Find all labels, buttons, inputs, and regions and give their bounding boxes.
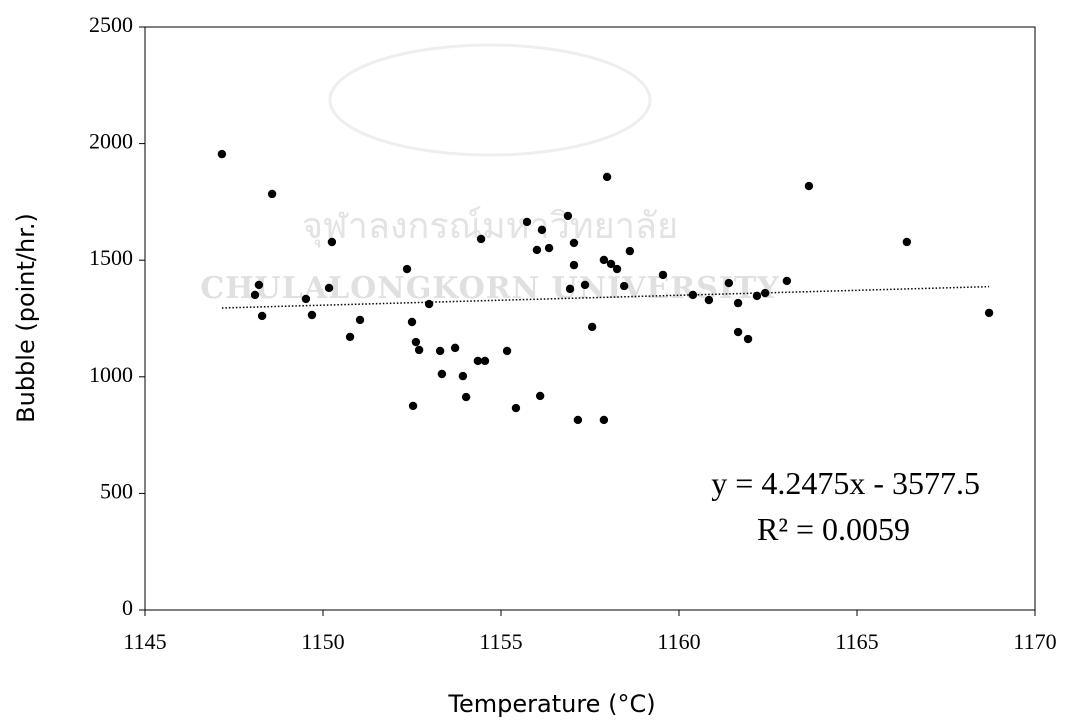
point (522, 217, 532, 227)
point (599, 255, 609, 265)
point (658, 270, 668, 280)
point (902, 237, 912, 247)
point (217, 149, 227, 159)
point (355, 315, 365, 325)
point (563, 211, 573, 221)
x-tick-label: 1150 (301, 629, 344, 654)
point (511, 403, 521, 413)
watermark-emblem (328, 43, 652, 157)
point (407, 317, 417, 327)
point (414, 345, 424, 355)
point (532, 245, 542, 255)
point (704, 295, 714, 305)
point (307, 310, 317, 320)
point (345, 332, 355, 342)
watermark-thai: จุฬาลงกรณ์มหาวิทยาลัย (302, 206, 678, 248)
point (625, 246, 635, 256)
point (537, 225, 547, 235)
point (324, 283, 334, 293)
point (599, 415, 609, 425)
trend-r2: R² = 0.0059 (757, 511, 910, 547)
point (424, 299, 434, 309)
point (254, 280, 264, 290)
x-axis-label: Temperature (°C) (447, 690, 655, 718)
point (535, 391, 545, 401)
watermark: จุฬาลงกรณ์มหาวิทยาลัย CHULALONGKORN UNIV… (200, 43, 779, 306)
point (733, 298, 743, 308)
point (587, 322, 597, 332)
point (437, 369, 447, 379)
point (461, 392, 471, 402)
x-tick-label: 1165 (835, 629, 878, 654)
y-tick-label: 2000 (89, 129, 133, 154)
point (606, 259, 616, 269)
point (402, 264, 412, 274)
point (580, 280, 590, 290)
point (602, 172, 612, 182)
point (250, 290, 260, 300)
point (573, 415, 583, 425)
point (458, 371, 468, 381)
point (257, 311, 267, 321)
point (565, 284, 575, 294)
point (544, 243, 554, 253)
x-tick-label: 1170 (1013, 629, 1056, 654)
trend-equation: y = 4.2475x - 3577.5 (711, 465, 980, 501)
y-tick-label: 0 (122, 595, 133, 620)
point (411, 337, 421, 347)
point (473, 356, 483, 366)
y-tick-label: 2500 (89, 12, 133, 37)
point (301, 294, 311, 304)
x-tick-label: 1145 (123, 629, 166, 654)
point (476, 234, 486, 244)
y-axis-label: Bubble (point/hr.) (12, 213, 40, 423)
point (267, 189, 277, 199)
point (724, 278, 734, 288)
x-tick-label: 1160 (657, 629, 700, 654)
point (502, 346, 512, 356)
point (804, 181, 814, 191)
x-tick-label: 1155 (479, 629, 522, 654)
point (480, 356, 490, 366)
point (569, 260, 579, 270)
point (435, 346, 445, 356)
plot-frame (144, 26, 1036, 611)
point (327, 237, 337, 247)
point (450, 343, 460, 353)
point (984, 308, 994, 318)
point (408, 401, 418, 411)
watermark-english: CHULALONGKORN UNIVERSITY (200, 271, 779, 306)
y-tick-label: 1000 (89, 362, 133, 387)
point (612, 264, 622, 274)
point (782, 276, 792, 286)
y-tick-label: 1500 (89, 245, 133, 270)
point (743, 334, 753, 344)
point (619, 281, 629, 291)
point (688, 290, 698, 300)
y-tick-label: 500 (100, 478, 133, 503)
point (733, 327, 743, 337)
point (569, 238, 579, 248)
